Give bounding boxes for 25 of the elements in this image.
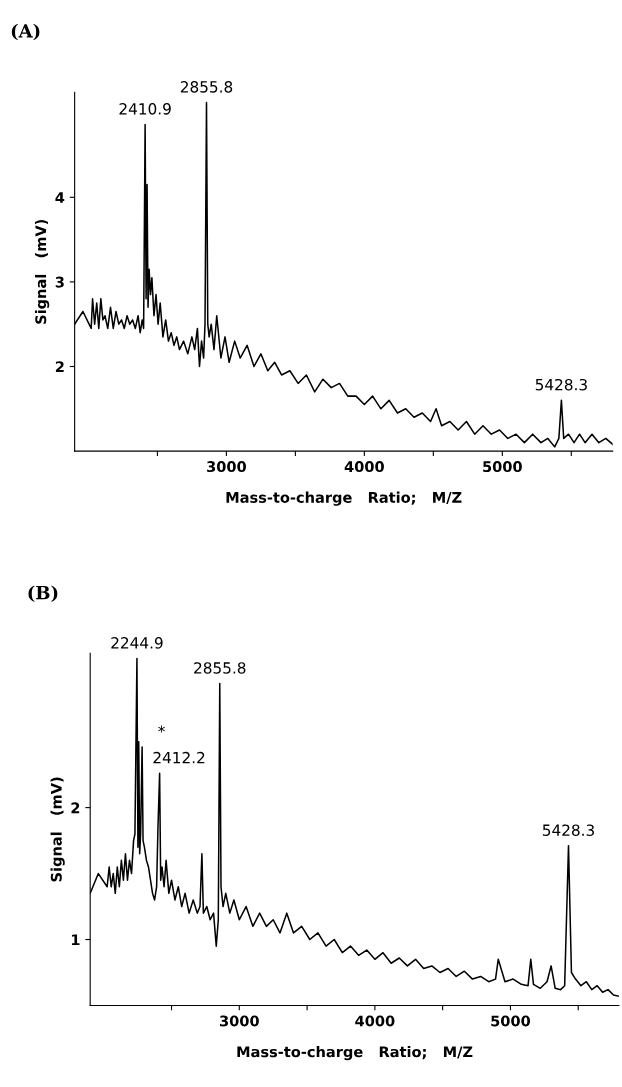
- annotation: 2855.8: [180, 81, 233, 93]
- annotation: 2412.2: [153, 751, 205, 764]
- chart-title: (B): [28, 585, 58, 602]
- y-tick-label: 2: [71, 802, 80, 814]
- y-axis-title: Signal (mV): [34, 219, 50, 324]
- annotation: 5428.3: [542, 824, 594, 836]
- x-axis-title: Mass-to-charge Ratio; M/Z: [226, 491, 462, 506]
- x-tick-label: 3000: [207, 461, 246, 473]
- annotation: 5428.3: [535, 378, 587, 391]
- annotation: 2244.9: [111, 637, 163, 649]
- y-tick-label: 1: [71, 934, 80, 946]
- y-tick-label: 3: [55, 276, 64, 288]
- x-axis-title: Mass-to-charge Ratio; M/Z: [237, 1045, 473, 1061]
- annotation: 2410.9: [119, 103, 171, 115]
- x-tick-label: 4000: [355, 1015, 395, 1027]
- y-axis-title: Signal (mV): [50, 777, 65, 882]
- x-tick-label: 4000: [344, 461, 384, 473]
- x-tick-label: 3000: [219, 1015, 259, 1027]
- y-tick-label: 4: [55, 192, 65, 203]
- x-tick-label: 5000: [491, 1015, 531, 1027]
- annotation: *: [158, 725, 165, 733]
- x-tick-label: 5000: [483, 461, 522, 473]
- chart-title: (A): [11, 23, 40, 41]
- y-tick-label: 2: [55, 361, 64, 373]
- annotation: 2855.8: [194, 662, 246, 674]
